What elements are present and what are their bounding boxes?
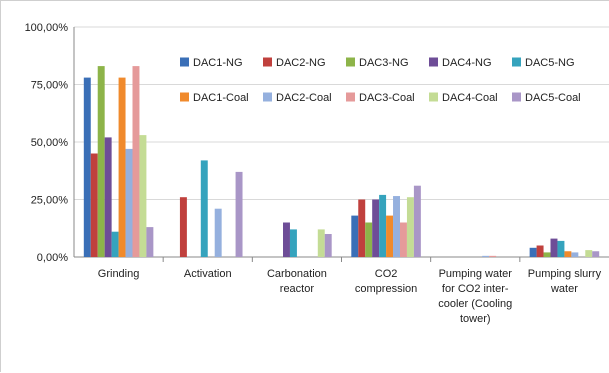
bar [557,240,565,257]
y-tick-label: 25,00% [31,195,69,207]
bar [146,227,154,257]
legend-label: DAC3-NG [359,57,409,69]
legend-swatch [346,57,355,67]
bar [365,222,373,257]
bar [406,197,414,257]
legend-swatch [263,92,272,102]
bar [592,251,600,257]
bar [482,255,490,257]
x-tick-label: CO2 compression [355,268,417,295]
legend-label: DAC5-Coal [525,92,581,104]
bar [317,229,325,257]
legend-swatch [512,92,521,102]
legend-label: DAC2-NG [276,57,326,69]
legend-label: DAC4-NG [442,57,492,69]
x-tick-label: Pumping water for CO2 inter-cooler (Cooli… [438,268,512,325]
y-tick-label: 75,00% [31,80,69,92]
y-tick-label: 0,00% [37,252,68,264]
bar [214,208,222,257]
x-tick-label: Pumping slurry water [528,268,602,295]
bar [283,222,290,257]
bar [372,199,380,257]
legend-swatch [180,57,189,67]
bar [379,194,387,257]
bar [118,77,126,257]
bar [386,215,394,257]
legend-label: DAC3-Coal [359,92,415,104]
bar [564,251,572,257]
bar [550,238,558,257]
legend-swatch [429,92,438,102]
bar [200,160,208,257]
bar [235,171,243,257]
x-tick-label: Grinding [98,268,140,280]
x-tick-label: Carbonation reactor [267,268,327,295]
legend-label: DAC1-NG [193,57,243,69]
bar [536,245,544,257]
bar [289,229,297,257]
bar [529,247,537,257]
bar [571,252,579,257]
legend-swatch [263,57,272,67]
y-tick-label: 100,00% [25,22,69,34]
legend-swatch [346,92,355,102]
legend-swatch [429,57,438,67]
legend-label: DAC2-Coal [276,92,332,104]
bar [179,197,187,257]
bar [351,215,359,257]
bar [489,255,497,257]
y-tick-label: 50,00% [31,137,69,149]
bar [393,196,400,257]
bar [413,185,421,257]
legend-label: DAC1-Coal [193,92,249,104]
bar [139,135,147,257]
legend-swatch [180,92,189,102]
bar [324,234,332,257]
legend-label: DAC5-NG [525,57,575,69]
bar [125,148,133,257]
legend-label: DAC4-Coal [442,92,498,104]
legend-swatch [512,57,521,67]
bar [585,250,593,257]
bar [104,137,112,257]
bar [399,222,407,257]
bar [111,231,119,257]
bar [132,66,140,257]
bar [358,199,366,257]
x-tick-label: Activation [184,268,232,280]
bar [97,66,105,257]
bar [83,77,91,257]
bar [543,252,551,257]
bar [90,153,98,257]
